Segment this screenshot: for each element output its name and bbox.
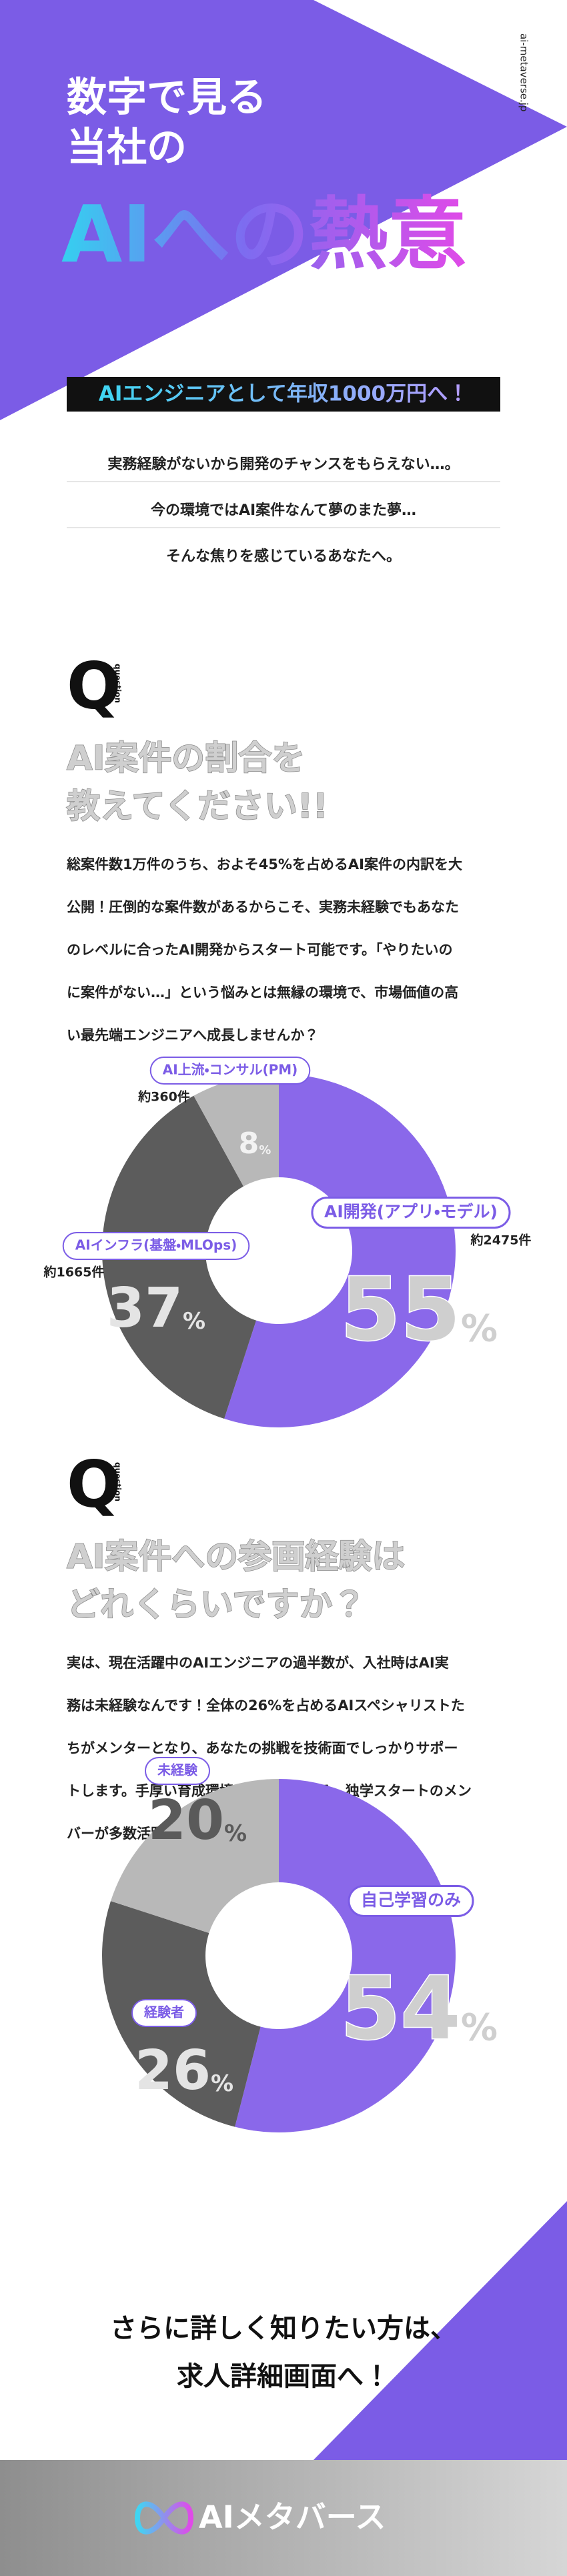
body-line: 総案件数1万件のうち、およそ45%を占めるAI案件の内訳を大: [66, 856, 462, 872]
body-line: ちがメンターとなり、あなたの挑戦を技術面でしっかりサポー: [67, 1740, 458, 1756]
section-heading: AI案件への参画経験は: [67, 1537, 405, 1576]
intro-line: そんな焦りを感じているあなたへ。: [166, 548, 401, 565]
pill-bg: [145, 1757, 210, 1785]
count-note: 約360件: [137, 1089, 190, 1105]
q-mark: Q: [67, 648, 121, 723]
body-line: 務は未経験なんです！全体の26%を占めるAIスペシャリストた: [67, 1698, 465, 1714]
pill-bg: [311, 1197, 511, 1229]
body-line: のレベルに合ったAI開発からスタート可能です。「やりたいの: [67, 942, 452, 958]
donut-slice: [193, 1074, 279, 1187]
site-url: ai-metaverse.jp: [518, 33, 530, 111]
bg-top: [0, 0, 567, 420]
legend-pill: AI上流・コンサル(PM): [149, 1057, 311, 1085]
q-sub: question: [113, 1462, 123, 1501]
q-sub: question: [113, 664, 123, 703]
closing-line: 求人詳細画面へ！: [177, 2361, 390, 2392]
value-label: 26%: [135, 2039, 233, 2102]
pill-bg: [131, 1999, 197, 2027]
legend-label: AI上流・コンサル(PM): [163, 1062, 298, 1078]
logo-icon: [134, 2501, 194, 2535]
title-line: 数字で見る: [67, 75, 267, 121]
value-label: 54%: [340, 1958, 498, 2059]
headline: AIへの熱意: [61, 188, 466, 280]
legend-pill: 未経験: [145, 1757, 210, 1785]
donut-slice: [224, 1074, 456, 1427]
closing-line: さらに詳しく知りたい方は、: [110, 2313, 457, 2344]
legend-pill: AIインフラ(基盤・MLOps): [62, 1232, 250, 1260]
pill-bg: [149, 1057, 311, 1085]
logo-text: AIメタバース: [199, 2499, 386, 2535]
value-label: 55%: [340, 1259, 498, 1360]
body-line: い最先端エンジニアへ成長しませんか？: [67, 1027, 318, 1043]
banner-bg: [67, 377, 500, 412]
count-note: 約1665件: [43, 1265, 105, 1280]
legend-label: 自己学習のみ: [361, 1890, 461, 1910]
section-heading: 教えてください!!: [66, 787, 328, 826]
intro-line: 実務経験がないから開発のチャンスをもらえない…。: [107, 456, 459, 473]
intro-line: 今の環境ではAI案件なんて夢のまた夢…: [151, 502, 416, 519]
legend-pill: AI開発(アプリ・モデル): [311, 1197, 511, 1229]
donut-slice: [235, 1779, 456, 2132]
legend-pill: 自己学習のみ: [348, 1885, 474, 1917]
banner: AIエンジニアとして年収1000万円へ！: [99, 382, 468, 406]
body-line: 実は、現在活躍中のAIエンジニアの過半数が、入社時はAI実: [67, 1655, 449, 1671]
value-label: 20%: [148, 1789, 247, 1852]
title-line: 当社の: [67, 125, 187, 171]
q-mark: Q: [67, 1447, 121, 1521]
section-heading: AI案件の割合を: [67, 739, 305, 778]
legend-label: 未経験: [157, 1762, 198, 1778]
legend-label: 経験者: [143, 2004, 184, 2020]
donut-slice: [110, 1779, 279, 1934]
value-label: 8%: [239, 1127, 271, 1161]
legend-label: AIインフラ(基盤・MLOps): [75, 1237, 237, 1253]
pill-bg: [62, 1232, 250, 1260]
body-line: に案件がない…」という悩みとは無縁の環境で、市場価値の高: [67, 985, 458, 1001]
footer-bg: [0, 2460, 567, 2576]
bg-bottom: [314, 2201, 567, 2460]
legend-label: AI開発(アプリ・モデル): [324, 1202, 498, 1221]
count-note: 約2475件: [470, 1233, 532, 1248]
section-heading: どれくらいですか？: [67, 1585, 366, 1624]
body-line: 公開！圧倒的な案件数があるからこそ、実務未経験でもあなた: [67, 899, 459, 915]
legend-pill: 経験者: [131, 1999, 197, 2027]
pill-bg: [348, 1885, 474, 1917]
value-label: 37%: [107, 1277, 205, 1340]
